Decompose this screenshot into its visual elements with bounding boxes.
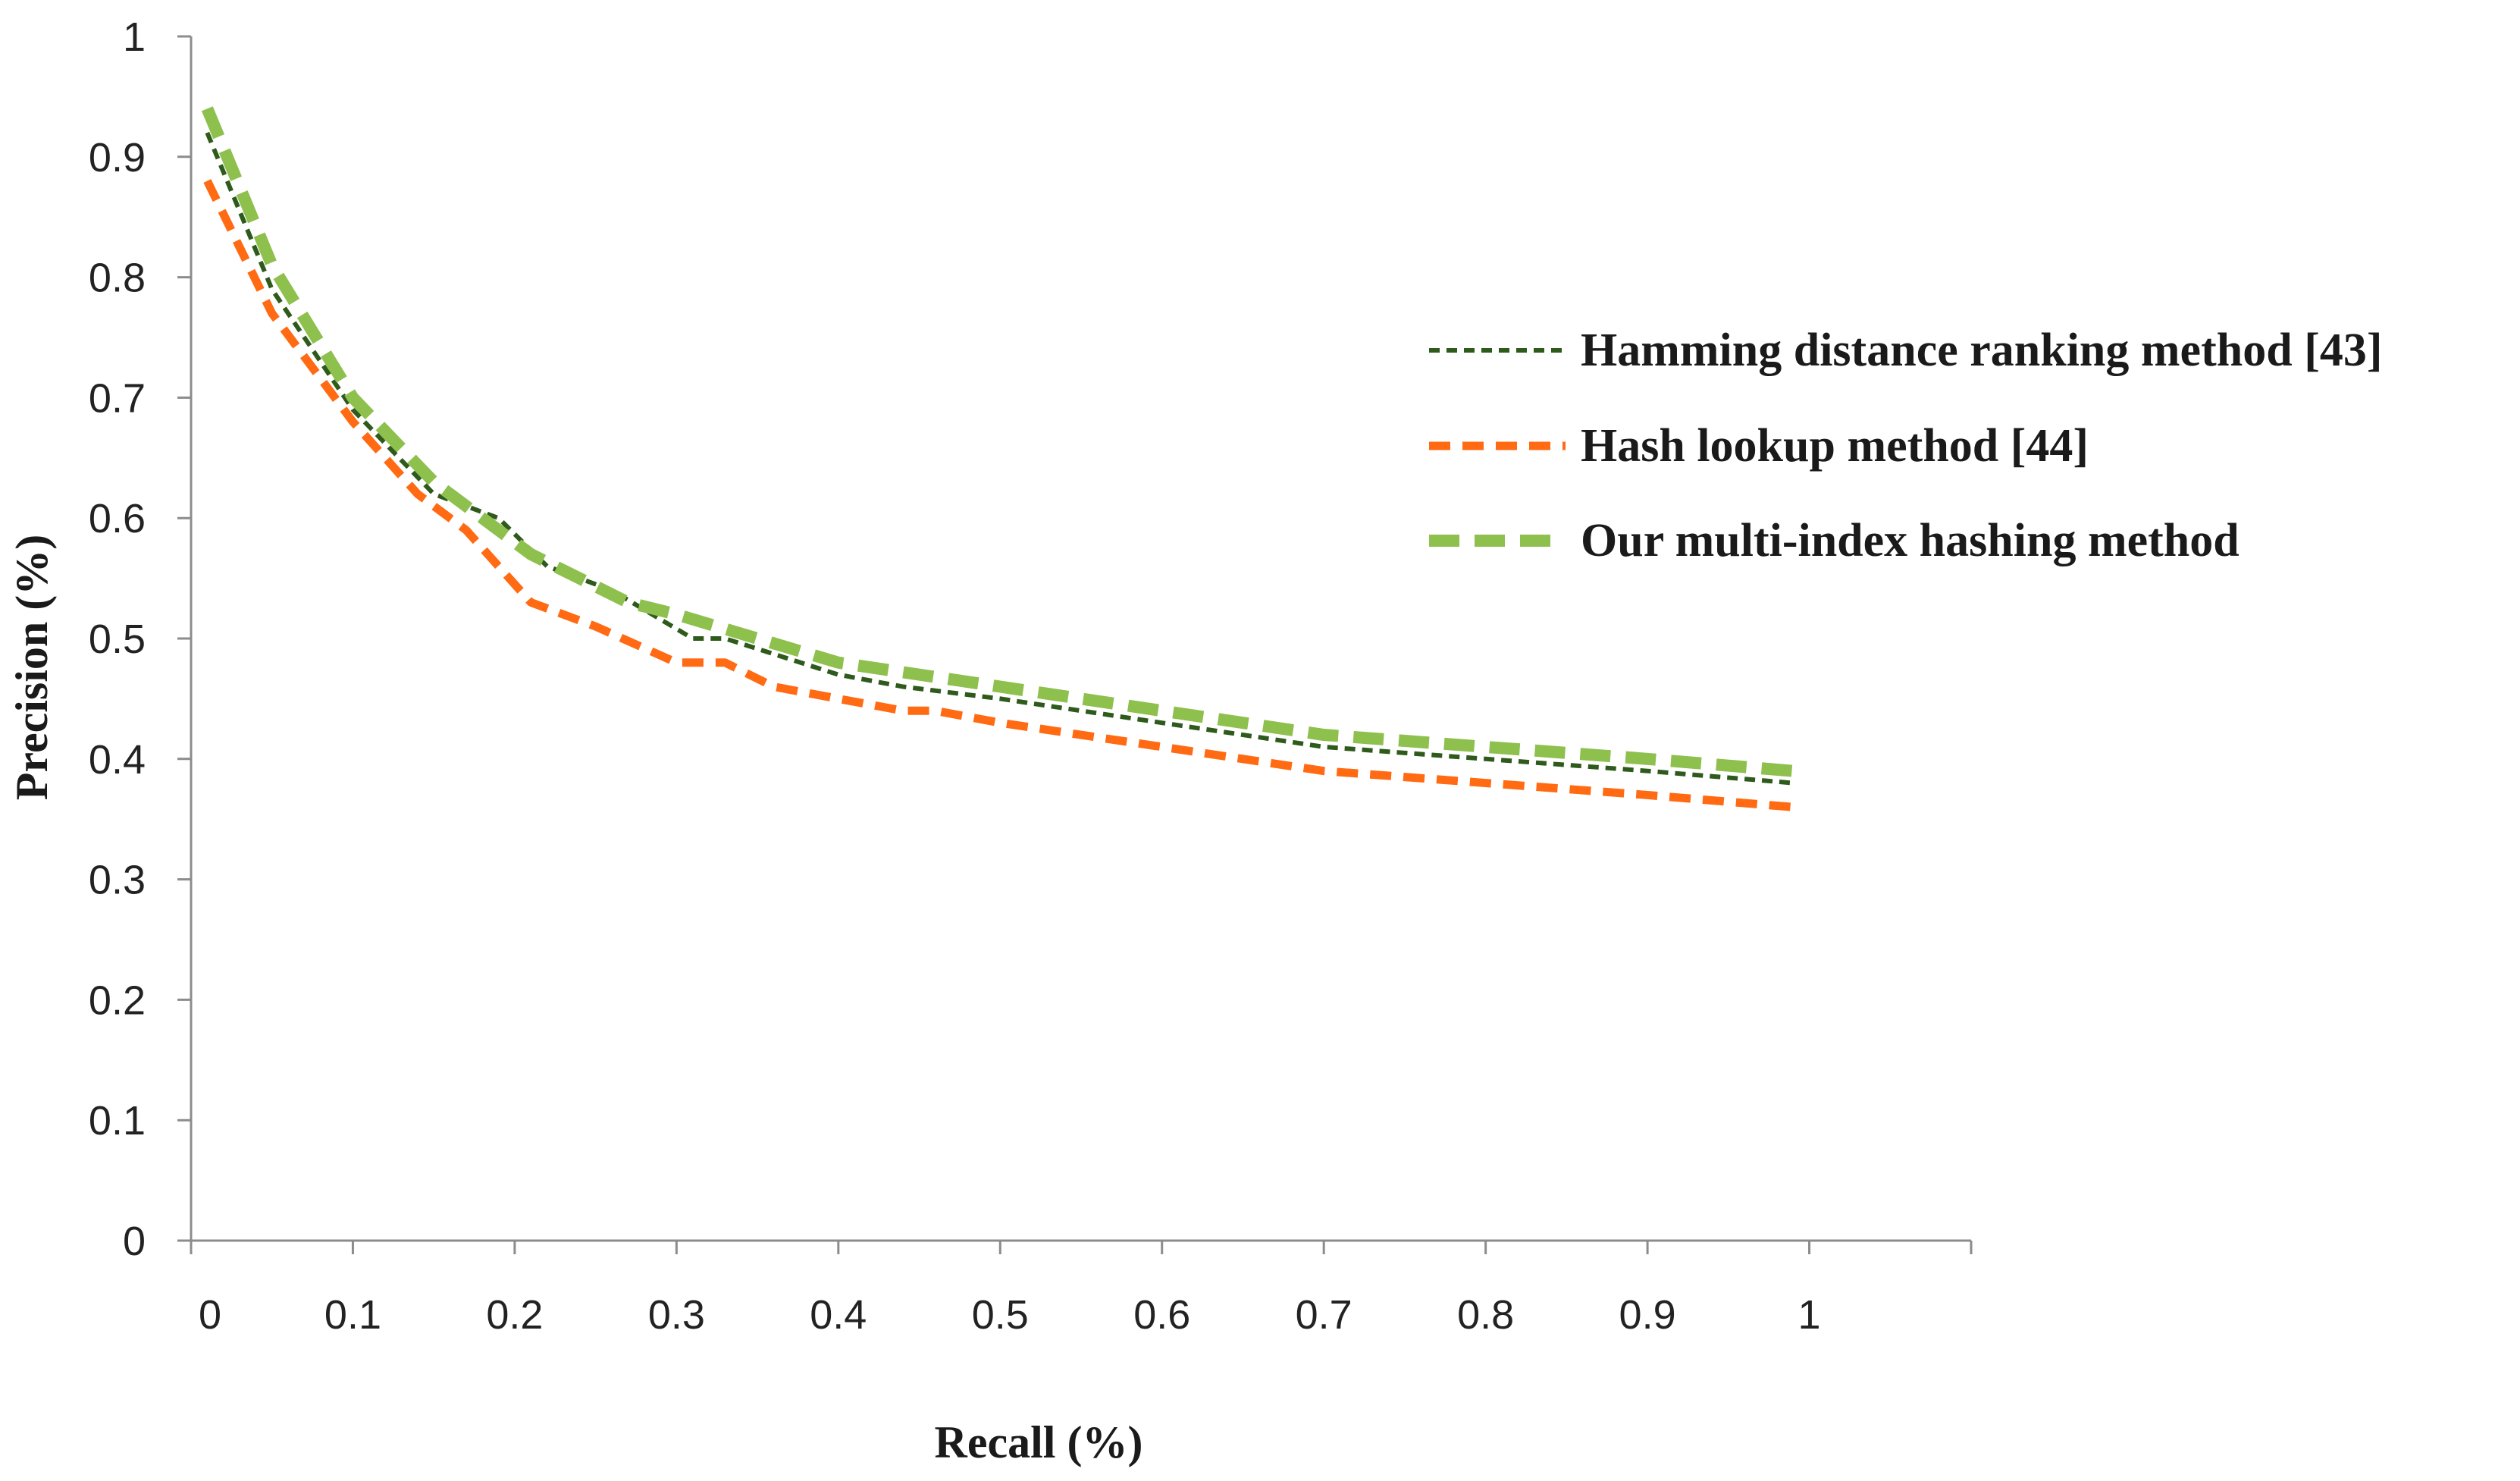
data-point [1159,708,1165,714]
data-point [463,527,469,533]
data-point [593,623,599,629]
x-tick-label: 0.8 [1457,1292,1514,1338]
data-point [269,310,275,316]
data-point [673,611,679,617]
data-point [835,672,842,678]
data-point [900,708,906,714]
data-point [1644,768,1650,774]
series-line-1 [205,131,1794,786]
data-point [269,286,275,292]
data-point [625,599,631,605]
legend-label-3: Our multi-index hashing method [1581,515,2239,566]
data-point [528,599,534,605]
data-point [1159,744,1165,750]
data-point [722,660,728,666]
x-tick-label: 0.3 [648,1292,705,1338]
y-tick-label: 0.3 [89,858,146,903]
x-tick-label: 1 [1798,1292,1821,1338]
y-tick-label: 0.4 [89,737,146,783]
data-point [544,563,550,569]
y-axis-title: Precision (%) [7,535,57,800]
y-tick-label: 0.5 [89,617,146,662]
data-point [349,419,356,425]
data-point [997,695,1003,701]
data-point [496,515,502,521]
y-tick-label: 0 [123,1219,146,1264]
data-point [528,551,534,557]
x-tick-label: 0.6 [1133,1292,1190,1338]
x-tick-label: 0.2 [486,1292,543,1338]
y-axis-ticks: 0 0.1 0.2 0.3 0.4 0.5 0.6 0.7 0.8 0.9 1 [89,14,191,1264]
series-line-2 [203,179,1794,811]
x-tick-label: 0.4 [810,1292,867,1338]
legend-label-2: Hash lookup method [44] [1581,420,2089,472]
data-point [690,635,696,642]
data-point [932,708,939,714]
data-point [415,491,421,497]
data-point [1790,768,1796,774]
data-point [1321,744,1327,750]
data-point [1483,744,1489,750]
data-point [673,660,679,666]
data-point [204,130,210,136]
data-point [431,491,437,497]
legend-label-1: Hamming distance ranking method [43] [1581,325,2382,376]
data-point [1483,780,1489,786]
data-point [349,394,356,400]
y-tick-label: 0.7 [89,375,146,421]
x-axis-title: Recall (%) [935,1417,1143,1467]
data-point [1790,780,1796,786]
data-point [1644,792,1650,798]
data-point [1321,732,1327,738]
y-tick-label: 0.9 [89,135,146,180]
x-tick-label: 0.9 [1619,1292,1676,1338]
data-point [204,178,210,184]
data-point [269,262,275,268]
y-tick-label: 1 [123,14,146,60]
series-layer [201,105,1796,811]
plot-area [190,36,1971,1242]
y-tick-label: 0.6 [89,496,146,541]
x-tick-label: 0.5 [972,1292,1029,1338]
x-tick-label: 0 [199,1292,221,1338]
data-point [900,684,906,690]
series-line-3 [201,106,1794,777]
data-point [431,479,437,485]
data-point [997,720,1003,726]
data-point [1644,756,1650,762]
y-tick-label: 0.1 [89,1098,146,1144]
data-point [997,684,1003,690]
x-tick-label: 0.1 [324,1292,381,1338]
data-point [1790,804,1796,810]
data-point [722,635,728,642]
data-point [770,684,776,690]
legend: Hamming distance ranking method [43] Hash… [1429,325,2382,566]
data-point [1159,720,1165,726]
x-tick-label: 0.7 [1296,1292,1352,1338]
y-tick-label: 0.8 [89,256,146,301]
data-point [1483,756,1489,762]
data-point [754,635,760,642]
data-point [917,672,923,678]
data-point [204,105,210,111]
y-tick-label: 0.2 [89,977,146,1023]
x-axis-ticks: 0 0.1 0.2 0.3 0.4 0.5 0.6 0.7 0.8 0.9 1 [190,1241,1973,1338]
data-point [835,660,842,666]
data-point [1321,768,1327,774]
